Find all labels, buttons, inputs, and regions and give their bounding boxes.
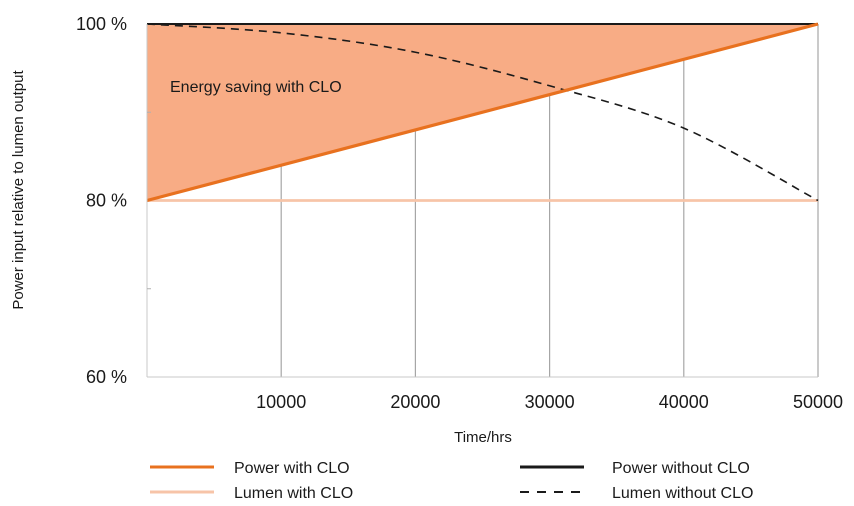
legend-label-lumen-without-clo: Lumen without CLO [612,485,753,502]
legend: Power with CLO Lumen with CLO Power withou… [150,460,753,502]
x-tick-label: 40000 [659,392,709,412]
axis-layer: 10000 20000 30000 40000 50000 60 % 80 % 100 % [76,14,843,412]
y-tick-label: 100 % [76,14,127,34]
series-lumen-without-clo [146,23,819,202]
x-tick-label: 30000 [525,392,575,412]
x-tick-label: 10000 [256,392,306,412]
x-tick-label: 20000 [390,392,440,412]
legend-label-lumen-with-clo: Lumen with CLO [234,485,353,502]
y-tick-label: 60 % [86,367,127,387]
legend-label-power-with-clo: Power with CLO [234,460,350,477]
series-layer [146,22,819,203]
y-axis-title: Power input relative to lumen output [10,70,27,310]
series-power-with-clo [146,22,819,203]
x-tick-label: 50000 [793,392,843,412]
x-axis-title: Time/hrs [454,429,512,446]
legend-label-power-without-clo: Power without CLO [612,460,750,477]
y-tick-label: 80 % [86,191,127,211]
energy-saving-annotation: Energy saving with CLO [170,79,342,96]
